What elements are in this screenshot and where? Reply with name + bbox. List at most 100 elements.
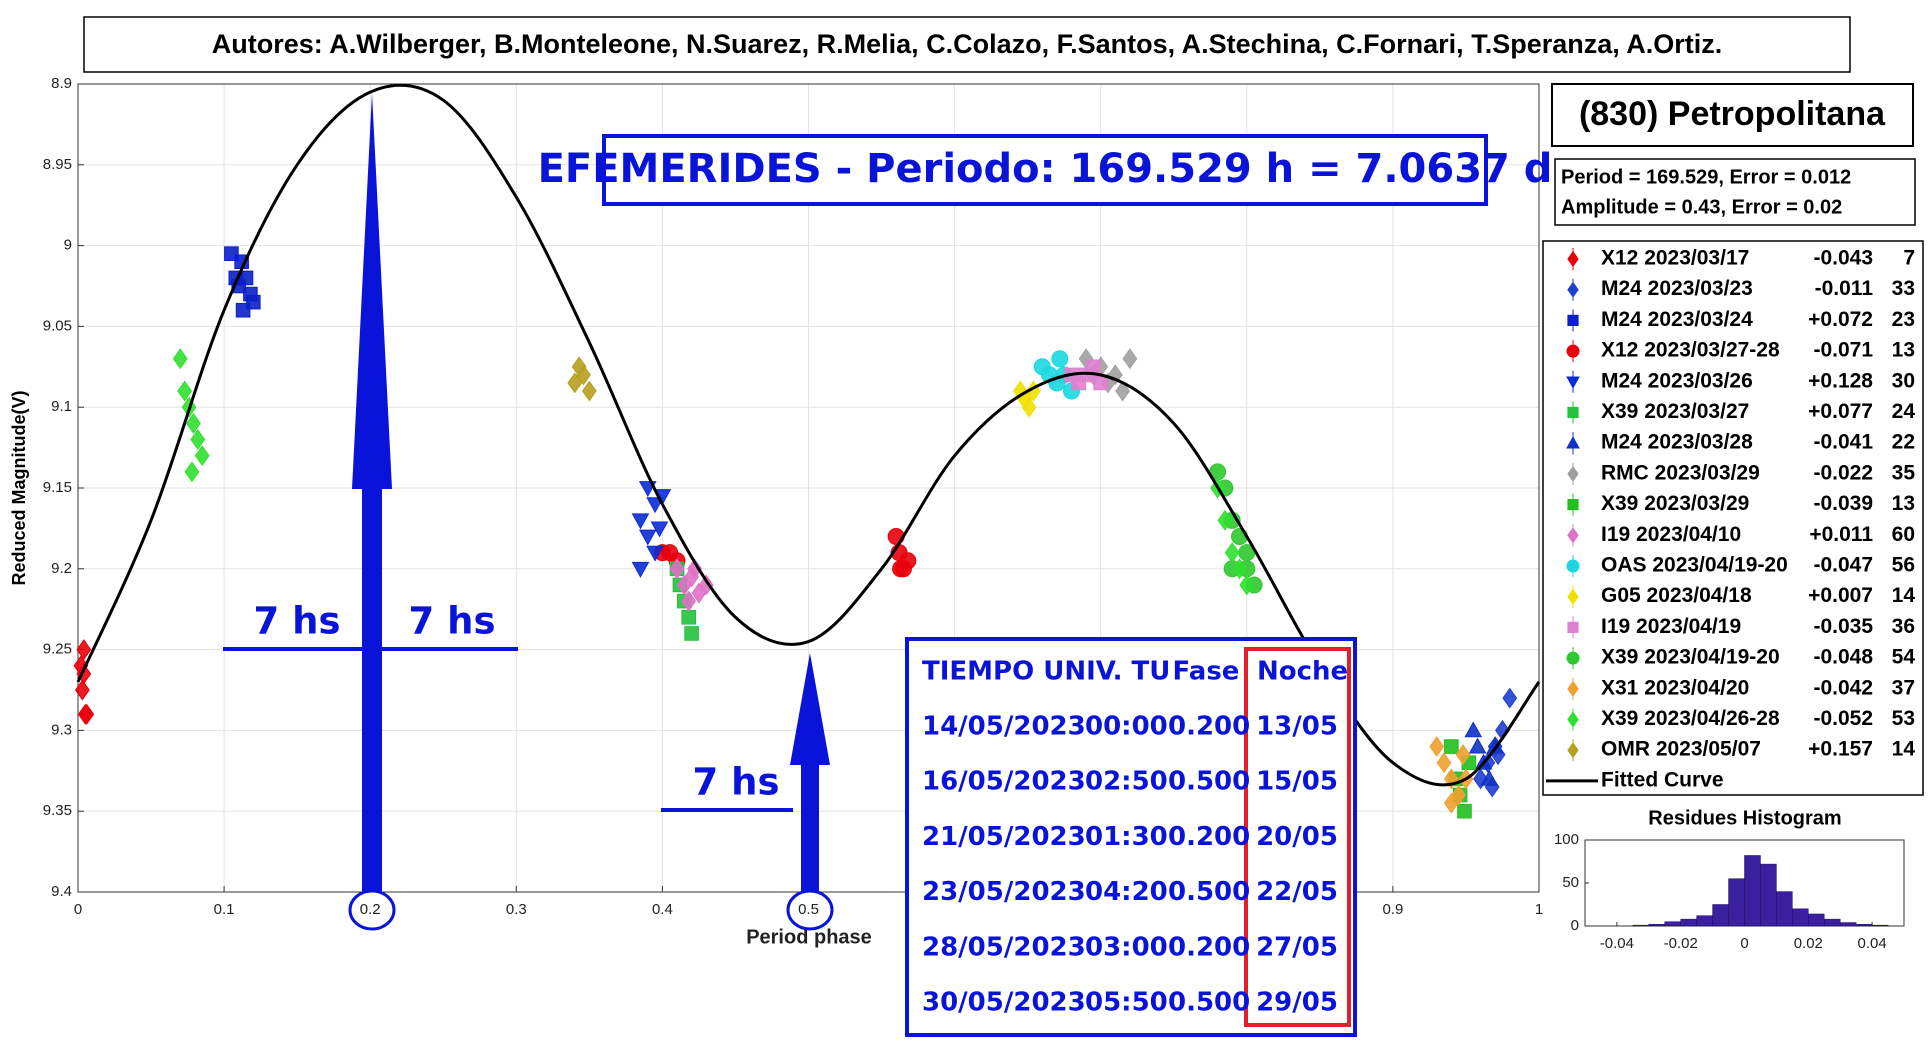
marker bbox=[184, 461, 200, 483]
series bbox=[669, 558, 714, 612]
legend-label: Fitted Curve bbox=[1601, 768, 1724, 791]
series bbox=[172, 348, 1255, 596]
table-cell: 13/05 bbox=[1256, 712, 1338, 742]
marker bbox=[687, 558, 702, 580]
marker bbox=[576, 364, 591, 386]
annotation: 7 hs bbox=[254, 600, 341, 643]
marker bbox=[1567, 621, 1579, 633]
hist-bar bbox=[1855, 924, 1873, 927]
object-name: (830) Petropolitana bbox=[1579, 95, 1886, 133]
legend-label: M24 2023/03/28 bbox=[1601, 431, 1753, 454]
legend-label: X39 2023/04/19-20 bbox=[1601, 646, 1780, 669]
marker bbox=[1436, 752, 1452, 774]
legend-count: 14 bbox=[1892, 584, 1916, 607]
legend-shift: -0.035 bbox=[1813, 615, 1873, 638]
marker bbox=[1021, 396, 1037, 418]
marker bbox=[1464, 721, 1483, 738]
y-axis-label: Reduced Magnitude(V) bbox=[9, 390, 29, 585]
legend-label: X31 2023/04/20 bbox=[1601, 676, 1749, 699]
table-highlight bbox=[1244, 647, 1351, 1027]
marker bbox=[684, 626, 699, 641]
x-tick-label: 0 bbox=[74, 901, 82, 918]
y-tick-label: 50 bbox=[1562, 874, 1579, 891]
marker bbox=[1567, 406, 1579, 419]
tick-highlight bbox=[348, 889, 396, 931]
marker bbox=[1567, 588, 1579, 605]
arrows bbox=[352, 93, 830, 892]
marker bbox=[1455, 744, 1471, 766]
table-cell: 27/05 bbox=[1256, 932, 1338, 962]
table-cell: 16/05/2023 bbox=[922, 767, 1086, 797]
legend-shift: -0.048 bbox=[1813, 646, 1873, 669]
x-tick-label: 0.2 bbox=[360, 901, 381, 918]
table-cell: 20/05 bbox=[1256, 822, 1338, 852]
hist-bar bbox=[1744, 855, 1761, 927]
hist-bar bbox=[1839, 922, 1857, 927]
table-cell: 03:00 bbox=[1085, 932, 1168, 962]
ephemeris-box bbox=[602, 134, 1488, 206]
marker bbox=[681, 609, 696, 625]
legend-count: 24 bbox=[1892, 400, 1916, 423]
legend-label: X39 2023/03/29 bbox=[1601, 492, 1749, 515]
hist-bar bbox=[1792, 908, 1809, 927]
legend-count: 54 bbox=[1892, 646, 1916, 669]
marker bbox=[1451, 784, 1467, 806]
hist-bar bbox=[1664, 921, 1681, 927]
legend-shift: -0.042 bbox=[1813, 676, 1873, 699]
marker bbox=[79, 703, 95, 725]
legend-shift: -0.011 bbox=[1815, 277, 1874, 300]
arrow-head bbox=[352, 93, 392, 489]
annotation: 7 hs bbox=[409, 600, 496, 643]
hist-bar bbox=[1696, 915, 1713, 927]
marker bbox=[1566, 344, 1580, 358]
legend-shift: +0.157 bbox=[1808, 738, 1873, 761]
legend-shift: -0.043 bbox=[1813, 247, 1873, 270]
arrow-head bbox=[790, 653, 830, 765]
x-tick-label: 0.3 bbox=[506, 901, 527, 918]
arrow-shaft bbox=[362, 489, 382, 892]
marker bbox=[172, 348, 188, 370]
marker bbox=[1224, 542, 1240, 564]
marker bbox=[1566, 651, 1580, 665]
marker bbox=[631, 561, 650, 578]
histogram: 0 50 100 -0.04 -0.02 0 0.02 0.04 bbox=[1554, 831, 1905, 952]
object-box bbox=[1551, 83, 1914, 147]
marker bbox=[1122, 348, 1138, 370]
marker bbox=[1486, 737, 1505, 754]
marker bbox=[76, 639, 92, 661]
table-cell: 00:00 bbox=[1085, 712, 1168, 742]
marker bbox=[1566, 559, 1580, 573]
marker bbox=[698, 574, 714, 596]
table-cell: 30/05/2023 bbox=[922, 988, 1086, 1018]
table-cell: 04:20 bbox=[1085, 877, 1168, 907]
legend-count: 60 bbox=[1892, 523, 1915, 546]
legend-shift: +0.011 bbox=[1809, 523, 1873, 546]
marker bbox=[1566, 436, 1580, 449]
legend-label: X12 2023/03/17 bbox=[1601, 247, 1749, 270]
table-cell: 0.200 bbox=[1168, 932, 1250, 962]
y-tick-label: 9.35 bbox=[43, 802, 72, 819]
table-cell: 21/05/2023 bbox=[922, 822, 1086, 852]
hist-bar bbox=[1728, 878, 1745, 927]
marker bbox=[1502, 687, 1518, 709]
hist-bar bbox=[1776, 891, 1793, 927]
hist-bar bbox=[1760, 863, 1777, 927]
series bbox=[1464, 721, 1505, 786]
x-tick-label: 0.5 bbox=[798, 901, 819, 918]
marker bbox=[1567, 527, 1579, 544]
marker bbox=[681, 590, 697, 612]
chart-title: Autores: A.Wilberger, B.Monteleone, N.Su… bbox=[212, 29, 1723, 59]
legend-shift: -0.022 bbox=[1813, 461, 1873, 484]
table-cell: 0.500 bbox=[1168, 877, 1250, 907]
x-tick-label: 0.9 bbox=[1382, 901, 1403, 918]
annotation: 7 hs bbox=[693, 761, 780, 804]
y-tick-label: 9.25 bbox=[43, 641, 72, 658]
marker bbox=[1115, 380, 1131, 402]
table-cell: 29/05 bbox=[1256, 988, 1338, 1018]
legend-count: 53 bbox=[1892, 707, 1915, 730]
legend-shift: +0.007 bbox=[1808, 584, 1873, 607]
marker bbox=[650, 521, 669, 538]
table-header: TIEMPO UNIV. TU bbox=[922, 657, 1170, 687]
legend-label: G05 2023/04/18 bbox=[1601, 584, 1752, 607]
